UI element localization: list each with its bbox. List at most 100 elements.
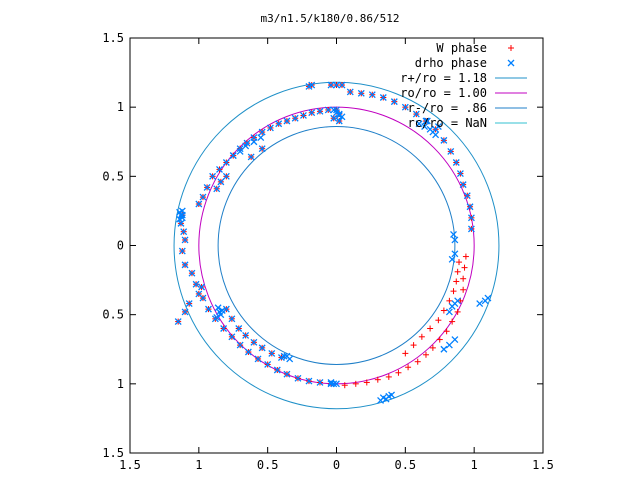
point-0-61	[395, 369, 402, 376]
point-1-91	[257, 134, 265, 142]
point-1-60	[459, 181, 467, 189]
circle-0	[173, 81, 500, 410]
point-1-58	[466, 203, 474, 211]
point-1-98	[217, 311, 225, 319]
point-1-45	[305, 377, 313, 385]
point-1-136	[451, 336, 459, 344]
point-0-66	[436, 336, 443, 343]
point-1-135	[445, 341, 453, 349]
point-0-59	[374, 376, 381, 383]
point-0-56	[341, 382, 348, 389]
point-1-62	[452, 159, 460, 166]
point-1-101	[214, 304, 222, 312]
point-1-117	[448, 255, 456, 263]
point-1-131	[338, 113, 346, 121]
point-0-57	[352, 380, 359, 387]
point-1-95	[176, 215, 184, 223]
point-0-78	[427, 325, 434, 332]
point-1-134	[484, 294, 492, 302]
point-1-127	[423, 117, 431, 125]
point-1-137	[440, 345, 448, 353]
point-1-83	[247, 153, 255, 161]
point-1-80	[335, 117, 343, 125]
point-1-86	[213, 185, 221, 193]
point-1-34	[205, 305, 212, 313]
reference-circles	[173, 81, 500, 410]
point-0-74	[462, 253, 469, 260]
point-1-36	[220, 325, 228, 332]
circle-2	[217, 126, 456, 365]
point-1-69	[390, 98, 398, 106]
point-1-39	[244, 348, 252, 356]
point-1-73	[346, 88, 354, 96]
point-1-32	[198, 283, 206, 291]
data-points	[174, 81, 492, 404]
point-1-23	[181, 236, 189, 244]
point-1-12	[236, 145, 244, 153]
point-1-68	[401, 103, 409, 111]
y-tick-label-2: 0.5	[102, 308, 124, 322]
point-1-16	[209, 172, 217, 180]
legend-label-2: r+/ro = 1.18	[400, 71, 487, 85]
point-0-62	[405, 364, 412, 371]
point-0-76	[410, 342, 417, 349]
point-1-41	[264, 361, 272, 368]
point-1-66	[422, 117, 430, 125]
point-0-83	[453, 278, 460, 285]
point-1-103	[286, 355, 294, 363]
point-0-67	[443, 328, 450, 335]
point-1-125	[432, 131, 440, 139]
point-1-52	[250, 338, 258, 346]
point-1-44	[294, 374, 302, 382]
point-1-74	[327, 81, 335, 89]
point-1-42	[273, 366, 281, 374]
chart-title: m3/n1.5/k180/0.86/512	[260, 12, 399, 25]
point-1-57	[467, 214, 475, 222]
point-1-82	[258, 145, 266, 153]
y-tick-label-0: 1.5	[102, 446, 124, 460]
y-tick-label-1: 1	[117, 377, 124, 391]
point-1-84	[222, 172, 230, 180]
legend-label-0: W phase	[436, 41, 487, 55]
point-1-0	[333, 106, 340, 114]
point-1-90	[250, 138, 258, 146]
x-tick-label-3: 0	[333, 458, 340, 472]
point-1-29	[185, 300, 193, 308]
point-1-88	[236, 147, 244, 155]
point-1-70	[379, 94, 387, 101]
point-1-6	[283, 117, 291, 125]
point-1-1	[324, 106, 332, 114]
point-1-111	[377, 396, 385, 404]
x-tick-label-2: 0.5	[257, 458, 279, 472]
point-1-81	[330, 114, 338, 122]
point-1-30	[181, 308, 189, 316]
point-1-37	[228, 333, 236, 341]
point-1-47	[327, 380, 335, 388]
point-0-80	[440, 307, 447, 314]
legend-swatch-0	[508, 45, 514, 51]
point-1-121	[415, 120, 423, 128]
legend-label-5: rc/ro = NaN	[408, 116, 487, 130]
point-1-53	[258, 344, 266, 352]
point-1-132	[476, 300, 484, 308]
point-1-24	[178, 247, 186, 255]
point-1-85	[217, 178, 225, 186]
point-1-31	[174, 318, 182, 326]
x-tick-label-5: 1	[471, 458, 478, 472]
y-tick-label-6: 1.5	[102, 31, 124, 45]
point-1-78	[338, 81, 346, 89]
point-1-87	[229, 152, 237, 160]
point-1-64	[440, 136, 448, 144]
point-1-21	[177, 219, 185, 227]
point-1-2	[316, 107, 324, 115]
point-1-114	[445, 308, 453, 316]
point-1-130	[330, 106, 338, 114]
point-1-38	[236, 341, 244, 349]
point-1-56	[467, 225, 475, 233]
point-1-89	[242, 142, 250, 150]
point-1-40	[254, 355, 262, 363]
point-1-27	[192, 280, 200, 288]
x-tick-label-6: 1.5	[532, 458, 554, 472]
point-1-67	[412, 110, 420, 118]
